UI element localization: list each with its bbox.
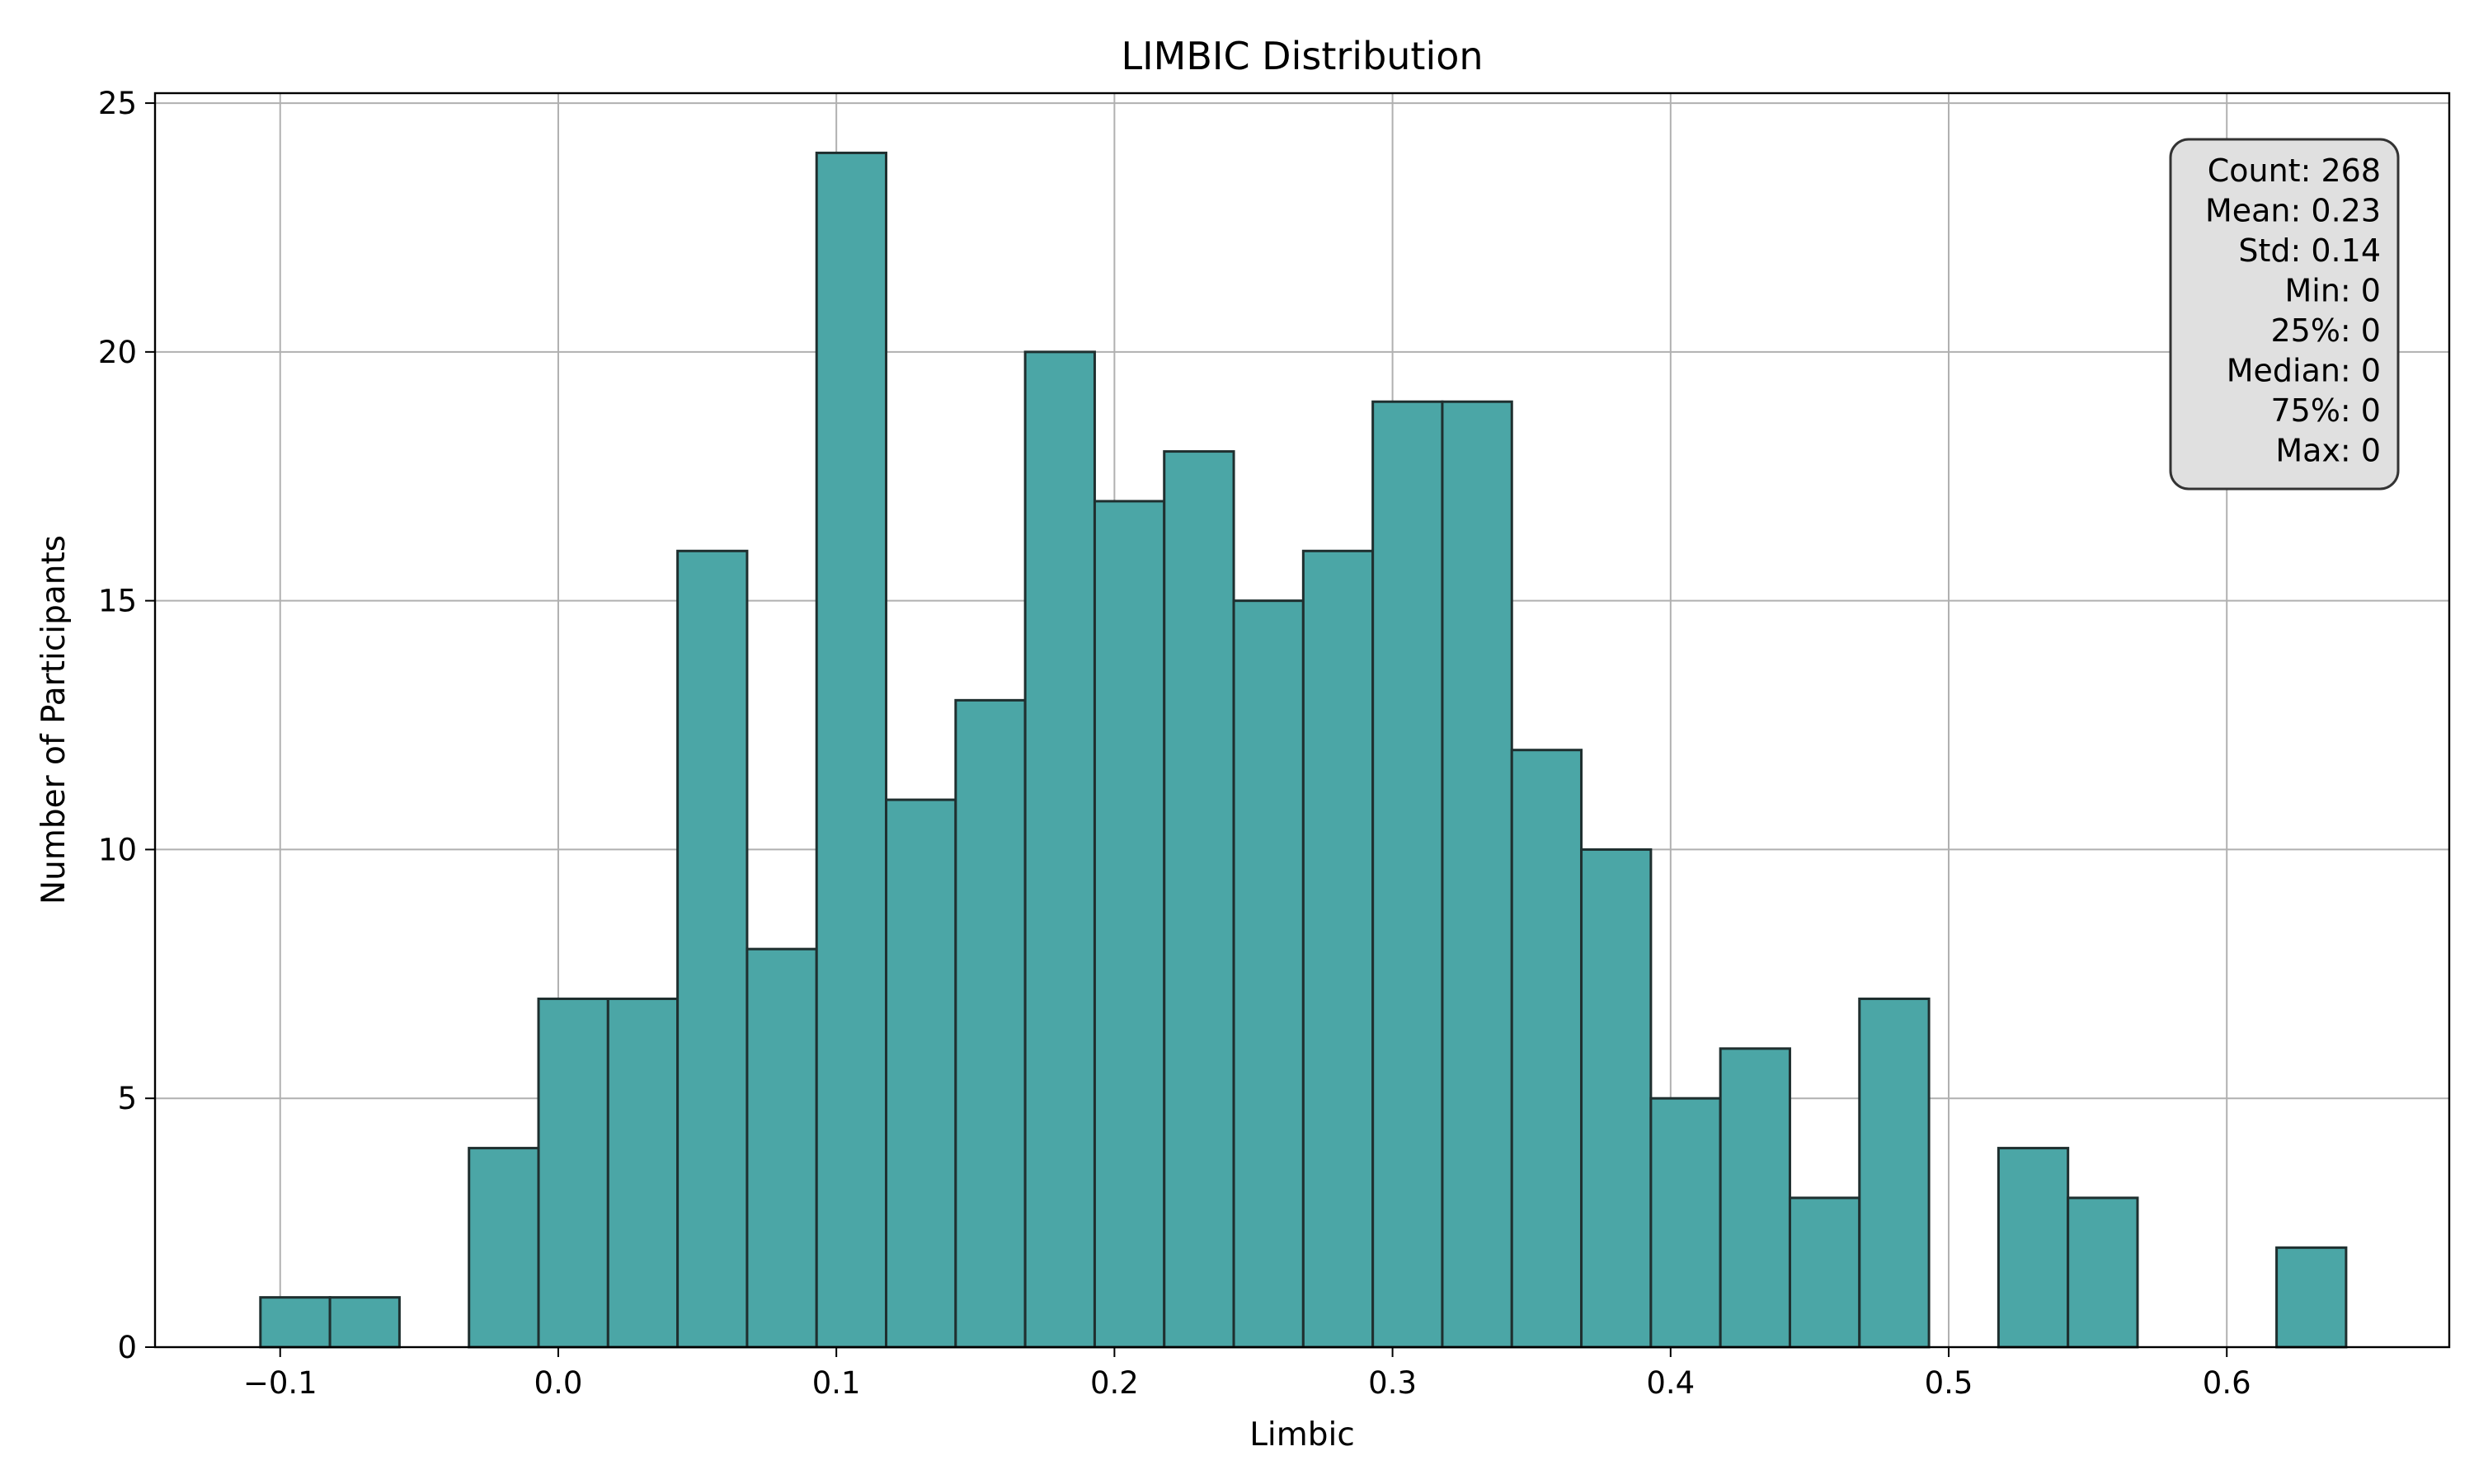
histogram-bar (2275, 1246, 2348, 1349)
x-tick-label: −0.1 (243, 1365, 317, 1401)
x-axis-label: Limbic (1249, 1416, 1355, 1453)
histogram-bar (815, 151, 888, 1349)
y-tick-label: 25 (98, 86, 137, 121)
x-tick-label: 0.3 (1368, 1365, 1417, 1401)
chart-title: LIMBIC Distribution (1121, 34, 1483, 78)
x-tick-label: 0.6 (2203, 1365, 2251, 1401)
stats-box-line: Max: 0 (2275, 433, 2381, 469)
stats-box-line: Min: 0 (2285, 273, 2382, 309)
x-tick-label: 0.5 (1925, 1365, 1973, 1401)
histogram-bar (328, 1296, 401, 1349)
histogram-bar (1163, 450, 1235, 1349)
histogram-bar (1580, 848, 1653, 1349)
histogram-bar (1371, 400, 1444, 1349)
histogram-bar (468, 1147, 540, 1349)
histogram-bar (1301, 549, 1375, 1349)
histogram-bar (1649, 1097, 1722, 1349)
stats-box-line: Median: 0 (2227, 353, 2381, 389)
histogram-bar (2067, 1196, 2139, 1349)
histogram-bar (537, 998, 609, 1349)
y-tick-label: 15 (98, 584, 137, 619)
histogram-bar (1858, 998, 1931, 1349)
stats-box-line: 25%: 0 (2270, 312, 2381, 349)
y-tick-label: 0 (117, 1330, 137, 1365)
y-axis-label: Number of Participants (35, 535, 73, 904)
stats-box-line: 75%: 0 (2270, 392, 2381, 429)
histogram-bar (1719, 1047, 1791, 1349)
histogram-bar (1023, 350, 1096, 1349)
histogram-bar (1510, 749, 1583, 1349)
stats-box-background (2169, 138, 2400, 491)
stats-box-line: Std: 0.14 (2238, 232, 2381, 269)
histogram-bar (1232, 599, 1305, 1349)
histogram-bar (1441, 400, 1513, 1349)
histogram-bar (1093, 500, 1166, 1349)
histogram-bar (676, 549, 749, 1349)
histogram-bar (606, 998, 680, 1349)
stats-box-line: Mean: 0.23 (2205, 193, 2381, 229)
x-tick-label: 0.1 (812, 1365, 861, 1401)
histogram-bar (885, 798, 957, 1349)
histogram-bar (1788, 1196, 1861, 1349)
stats-box-line: Count: 268 (2208, 153, 2381, 189)
histogram-bar (259, 1296, 332, 1349)
histogram-bar (745, 947, 818, 1349)
x-tick-label: 0.2 (1090, 1365, 1139, 1401)
ticks: −0.1 0.0 0.1 0.2 0.3 0.4 0.5 0.6 0 5 10 15 20 25 (98, 86, 2251, 1401)
y-tick-label: 10 (98, 832, 137, 867)
histogram-bar (954, 698, 1027, 1349)
plot-frame (153, 92, 2451, 1349)
histogram-bar (1997, 1147, 2070, 1349)
x-tick-label: 0.4 (1646, 1365, 1695, 1401)
bars (259, 151, 2348, 1349)
y-tick-label: 20 (98, 335, 137, 370)
y-tick-label: 5 (117, 1081, 137, 1116)
x-tick-label: 0.0 (534, 1365, 583, 1401)
